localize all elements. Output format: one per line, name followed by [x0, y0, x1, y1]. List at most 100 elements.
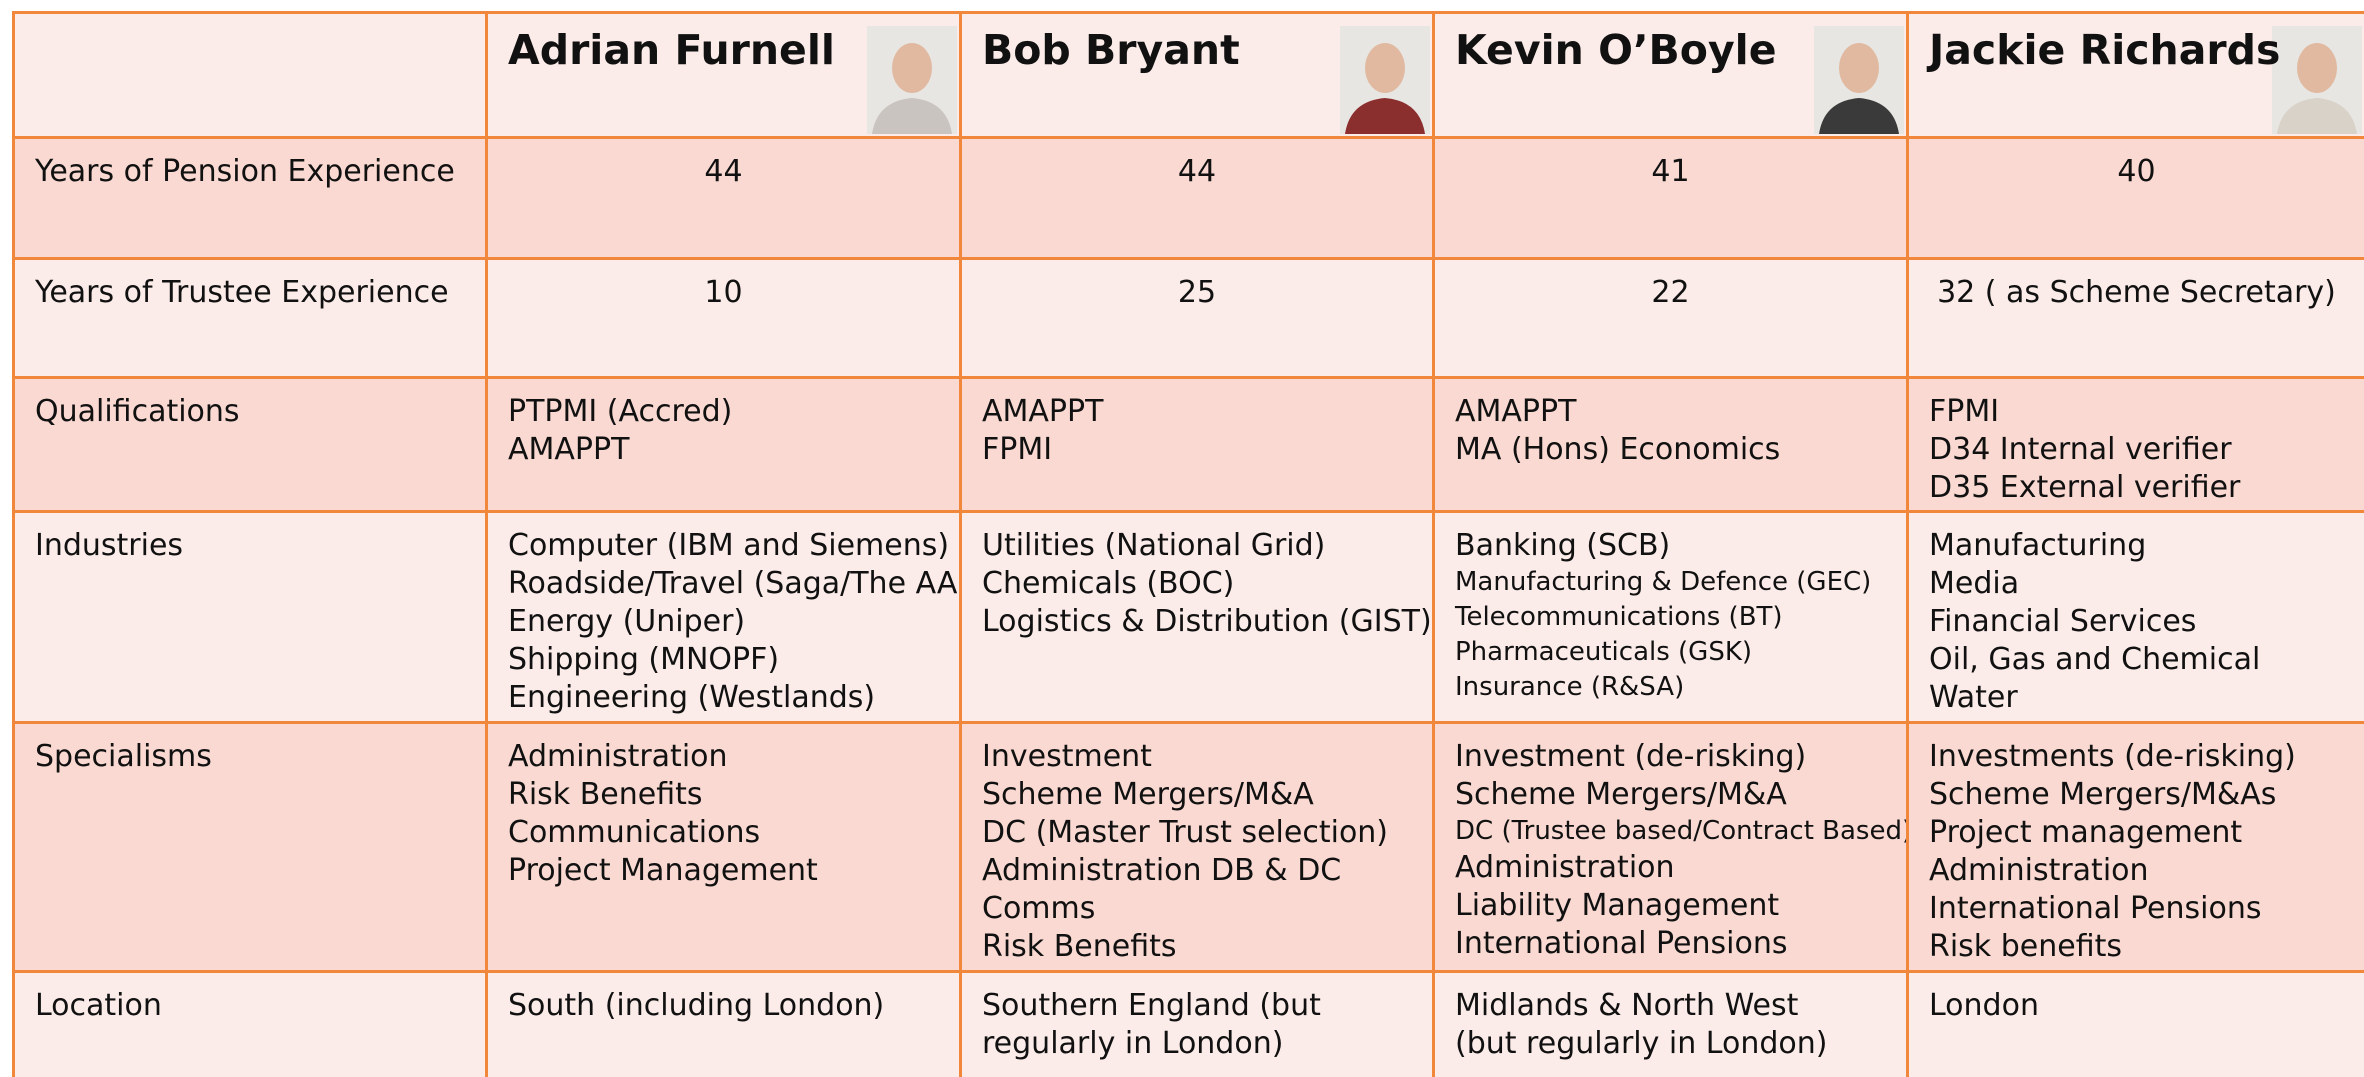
- cell-line: Media: [1929, 565, 2344, 603]
- cell: 41: [1434, 138, 1908, 259]
- cell-line: 44: [982, 153, 1412, 191]
- row-label: Qualifications: [14, 378, 487, 512]
- data-row: Years of Pension Experience 44 44 41 40: [14, 138, 2364, 259]
- row-label: Years of Pension Experience: [14, 138, 487, 259]
- cell-line: Utilities (National Grid): [982, 527, 1412, 565]
- cell-line: Administration: [508, 738, 939, 776]
- cell-line: 22: [1455, 274, 1886, 312]
- cell-line: 32 ( as Scheme Secretary): [1929, 274, 2344, 312]
- cell-line: Roadside/Travel (Saga/The AA): [508, 565, 939, 603]
- header-row: Adrian Furnell Bob Bryant Kevin O’Boyle Jac…: [14, 13, 2364, 138]
- cell-line: PTPMI (Accred): [508, 393, 939, 431]
- cell-line: regularly in London): [982, 1025, 1412, 1063]
- cell-line: Project management: [1929, 814, 2344, 852]
- cell-line: Investment: [982, 738, 1412, 776]
- row-label: Location: [14, 972, 487, 1077]
- cell: 44: [961, 138, 1434, 259]
- cell-line: Investment (de-risking): [1455, 738, 1886, 776]
- table-wrap: Adrian Furnell Bob Bryant Kevin O’Boyle Jac…: [12, 11, 2364, 1077]
- cell: 40: [1908, 138, 2364, 259]
- cell-line: Administration: [1455, 849, 1886, 887]
- cell-line: Risk benefits: [1929, 928, 2344, 966]
- cell: Utilities (National Grid)Chemicals (BOC)…: [961, 512, 1434, 723]
- cell-line: Risk Benefits: [982, 928, 1412, 966]
- cell-line: Administration: [1929, 852, 2344, 890]
- cell: Investment (de-risking)Scheme Mergers/M&…: [1434, 723, 1908, 972]
- row-label: Specialisms: [14, 723, 487, 972]
- row-label: Years of Trustee Experience: [14, 259, 487, 378]
- cell: London: [1908, 972, 2364, 1077]
- cell-line: Communications: [508, 814, 939, 852]
- cell-line: 10: [508, 274, 939, 312]
- cell-line: AMAPPT: [982, 393, 1412, 431]
- cell-line: 40: [1929, 153, 2344, 191]
- cell-line: International Pensions: [1455, 925, 1886, 963]
- cell-line: FPMI: [1929, 393, 2344, 431]
- cell-line: Logistics & Distribution (GIST): [982, 603, 1412, 641]
- cell-line: Investments (de-risking): [1929, 738, 2344, 776]
- cell-line: (but regularly in London): [1455, 1025, 1886, 1063]
- cell-line: Scheme Mergers/M&A: [1455, 776, 1886, 814]
- cell-line: Financial Services: [1929, 603, 2344, 641]
- cell-line: Telecommunications (BT): [1455, 600, 1886, 635]
- cell-line: D35 External verifier: [1929, 469, 2344, 507]
- page: Adrian Furnell Bob Bryant Kevin O’Boyle Jac…: [0, 0, 2364, 1077]
- cell-line: International Pensions: [1929, 890, 2344, 928]
- cell-line: Risk Benefits: [508, 776, 939, 814]
- cell-line: Scheme Mergers/M&As: [1929, 776, 2344, 814]
- cell: South (including London): [487, 972, 961, 1077]
- person-header: Bob Bryant: [961, 13, 1434, 138]
- cell-line: Liability Management: [1455, 887, 1886, 925]
- cell-line: Oil, Gas and Chemical: [1929, 641, 2344, 679]
- cell: Computer (IBM and Siemens)Roadside/Trave…: [487, 512, 961, 723]
- data-row: Years of Trustee Experience 10 25 22 32 ( as…: [14, 259, 2364, 378]
- cell-line: Project Management: [508, 852, 939, 890]
- cell: 10: [487, 259, 961, 378]
- cell-line: Manufacturing: [1929, 527, 2344, 565]
- cell-line: 41: [1455, 153, 1886, 191]
- cell-line: Energy (Uniper): [508, 603, 939, 641]
- cell: PTPMI (Accred)AMAPPT: [487, 378, 961, 512]
- cell-line: AMAPPT: [508, 431, 939, 469]
- person-name: Adrian Furnell: [508, 22, 939, 78]
- cell-line: Comms: [982, 890, 1412, 928]
- cell-line: Banking (SCB): [1455, 527, 1886, 565]
- cell: Banking (SCB)Manufacturing & Defence (GE…: [1434, 512, 1908, 723]
- cell: 32 ( as Scheme Secretary): [1908, 259, 2364, 378]
- cell-line: AMAPPT: [1455, 393, 1886, 431]
- cell: 22: [1434, 259, 1908, 378]
- cell-line: 25: [982, 274, 1412, 312]
- cell-line: Water: [1929, 679, 2344, 717]
- person-name: Bob Bryant: [982, 22, 1412, 78]
- person-header: Adrian Furnell: [487, 13, 961, 138]
- cell-line: D34 Internal verifier: [1929, 431, 2344, 469]
- cell-line: FPMI: [982, 431, 1412, 469]
- cell-line: Manufacturing & Defence (GEC): [1455, 565, 1886, 600]
- cell-line: MA (Hons) Economics: [1455, 431, 1886, 469]
- cell-line: 44: [508, 153, 939, 191]
- person-name: Jackie Richards: [1929, 22, 2344, 78]
- row-label: Industries: [14, 512, 487, 723]
- cell: 44: [487, 138, 961, 259]
- corner-cell: [14, 13, 487, 138]
- cell-line: London: [1929, 987, 2344, 1025]
- cell: 25: [961, 259, 1434, 378]
- cell-line: Scheme Mergers/M&A: [982, 776, 1412, 814]
- cell-line: Midlands & North West: [1455, 987, 1886, 1025]
- cell-line: Chemicals (BOC): [982, 565, 1412, 603]
- cell-line: Computer (IBM and Siemens): [508, 527, 939, 565]
- person-name: Kevin O’Boyle: [1455, 22, 1886, 78]
- cell-line: Insurance (R&SA): [1455, 670, 1886, 705]
- cell-line: Pharmaceuticals (GSK): [1455, 635, 1886, 670]
- cell-line: Administration DB & DC: [982, 852, 1412, 890]
- cell: Midlands & North West(but regularly in L…: [1434, 972, 1908, 1077]
